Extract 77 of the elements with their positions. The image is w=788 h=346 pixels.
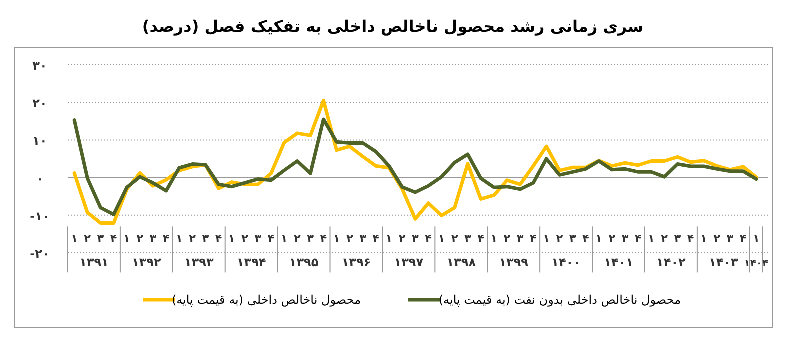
x-tick-label: ۴ bbox=[320, 232, 328, 246]
x-tick-label: ۲ bbox=[714, 232, 721, 246]
x-tick-label: ۲ bbox=[189, 232, 196, 246]
x-tick-label: ۱ bbox=[228, 232, 236, 246]
x-tick-label: ۲ bbox=[294, 232, 302, 246]
text: ۱۴۰۴ bbox=[744, 258, 769, 270]
x-tick-label: ۱ bbox=[176, 232, 183, 246]
x-tick-label: ۱ bbox=[700, 232, 708, 246]
x-tick-label: ۳ bbox=[202, 232, 210, 246]
x-tick-label: ۳ bbox=[464, 232, 472, 246]
x-tick-label: ۳ bbox=[570, 232, 576, 246]
text: ۱۳۹۵ bbox=[289, 256, 319, 270]
x-tick-label: ۳ bbox=[254, 232, 262, 246]
x-tick-label: ۲ bbox=[661, 232, 668, 246]
x-tick-label: ۴ bbox=[740, 232, 747, 246]
y-tick-label: -۲۰ bbox=[30, 247, 50, 261]
x-tick-label: ۴ bbox=[425, 232, 432, 246]
x-tick-label: ۳ bbox=[97, 232, 104, 246]
x-tick-label: ۱ bbox=[124, 232, 130, 246]
chart-title: سری زمانی رشد محصول ناخالص داخلی به تفکیک فصل (درصد) bbox=[142, 17, 644, 36]
x-tick-label: ۱ bbox=[648, 232, 655, 246]
text: ۱۳۹۳ bbox=[184, 256, 214, 270]
text: ۱۳۹۴ bbox=[236, 256, 266, 270]
x-tick-label: ۲ bbox=[346, 232, 354, 246]
x-tick-label: ۴ bbox=[582, 232, 590, 246]
x-tick-label: ۳ bbox=[674, 232, 682, 246]
x-tick-label: ۲ bbox=[136, 232, 144, 246]
x-tick-label: ۴ bbox=[635, 232, 642, 246]
x-tick-label: ۴ bbox=[110, 232, 118, 246]
legend-label: محصول ناخالص داخلی (به قیمت پایه) bbox=[172, 293, 361, 307]
text: ۱۴۰۱ bbox=[604, 256, 634, 270]
x-tick-label: ۴ bbox=[268, 232, 275, 246]
x-tick-label: ۳ bbox=[360, 232, 367, 246]
x-tick-label: ۴ bbox=[162, 232, 170, 246]
text: ۱۳۹۲ bbox=[132, 256, 162, 270]
x-tick-label: ۴ bbox=[372, 232, 380, 246]
y-tick-label: -۱۰ bbox=[30, 209, 50, 224]
x-tick-label: ۲ bbox=[504, 232, 511, 246]
x-tick-label: ۱ bbox=[596, 232, 602, 246]
text: ۱۳۹۱ bbox=[80, 256, 109, 270]
x-tick-label: ۳ bbox=[726, 232, 734, 246]
legend-label: محصول ناخالص داخلی بدون نفت (به قیمت پایه) bbox=[438, 293, 681, 307]
text: ۱۴۰۰ bbox=[552, 256, 581, 270]
x-tick-label: ۲ bbox=[242, 232, 249, 246]
x-tick-label: ۳ bbox=[150, 232, 157, 246]
x-tick-label: ۴ bbox=[688, 232, 695, 246]
y-tick-label: ۳۰ bbox=[32, 59, 48, 73]
text: ۱۳۹۹ bbox=[499, 256, 530, 270]
x-tick-label: ۱ bbox=[543, 232, 550, 246]
x-tick-label: ۱ bbox=[281, 232, 288, 246]
text: ۱۳۹۷ bbox=[394, 256, 424, 270]
x-tick-label: ۱ bbox=[386, 232, 393, 246]
y-tick-label: ۰ bbox=[36, 172, 44, 186]
x-tick-label: ۱ bbox=[71, 232, 78, 246]
x-tick-label: ۱ bbox=[490, 232, 498, 246]
y-tick-label: ۲۰ bbox=[32, 96, 48, 111]
x-tick-label: ۲ bbox=[399, 232, 406, 246]
text: ۱۳۹۸ bbox=[446, 256, 477, 270]
x-tick-label: ۱ bbox=[438, 232, 446, 246]
text: ۱۴۰۳ bbox=[709, 256, 739, 270]
x-tick-label: ۳ bbox=[412, 232, 420, 246]
x-tick-label: ۲ bbox=[556, 232, 564, 246]
x-tick-label: ۴ bbox=[215, 232, 222, 246]
x-tick-label: ۲ bbox=[84, 232, 92, 246]
text: ۱۴۰۲ bbox=[656, 256, 687, 270]
x-tick-label: ۳ bbox=[622, 232, 629, 246]
x-tick-label: ۴ bbox=[530, 232, 538, 246]
text: ۱۳۹۶ bbox=[342, 256, 372, 270]
x-tick-label: ۱ bbox=[333, 232, 340, 246]
x-tick-label: ۲ bbox=[608, 232, 616, 246]
line-series bbox=[72, 118, 758, 216]
x-tick-label: ۳ bbox=[307, 232, 314, 246]
x-tick-label: ۲ bbox=[451, 232, 458, 246]
y-tick-label: ۱۰ bbox=[32, 134, 48, 148]
x-tick-label: ۱ bbox=[753, 232, 760, 246]
x-tick-label: ۴ bbox=[478, 232, 485, 246]
x-tick-label: ۳ bbox=[517, 232, 524, 246]
